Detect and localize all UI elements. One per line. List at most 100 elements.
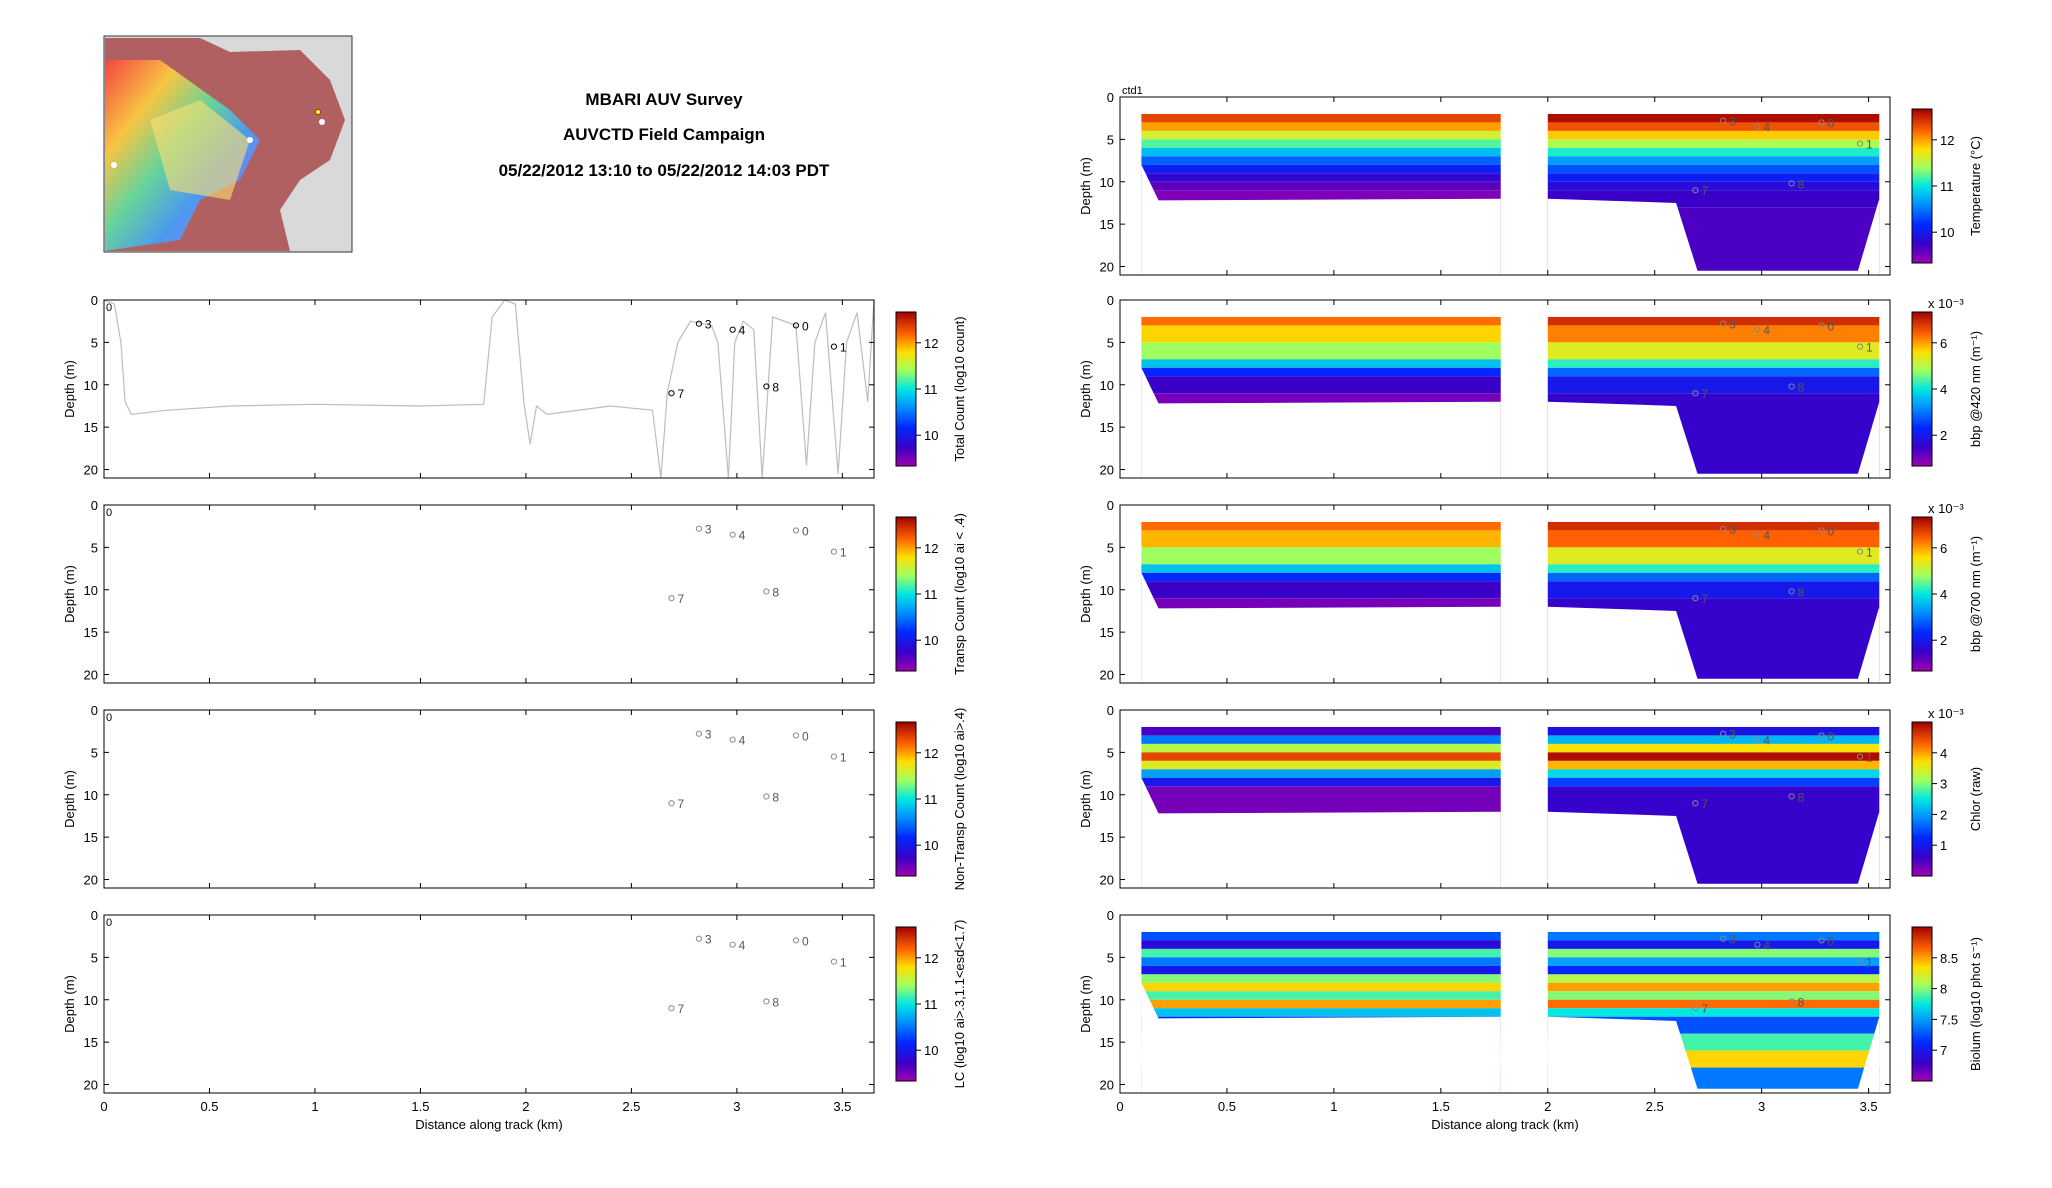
colorbar-tick-label: 6 (1940, 541, 1947, 556)
heatmap-cell (1141, 122, 1501, 131)
profile-marker (695, 320, 703, 327)
heatmap-cell (1547, 1008, 1880, 1017)
depth-tick-label: 15 (1100, 1035, 1114, 1050)
profile-marker-label: 8 (772, 995, 779, 1009)
depth-tick-label: 0 (1107, 908, 1114, 923)
colorbar-tick-label: 10 (924, 428, 938, 443)
colorbar (895, 516, 917, 672)
profile-marker (1818, 732, 1825, 739)
heatmap-cell (1547, 726, 1880, 736)
x-tick-label: 1.5 (411, 1099, 429, 1114)
profile-marker-label: 3 (1729, 523, 1736, 537)
heatmap-cell (1547, 974, 1880, 983)
colorbar-label: Chlor (raw) (1968, 767, 1983, 831)
heatmap-cell (1141, 521, 1501, 531)
heatmap-cell (1141, 342, 1501, 360)
profile-marker-label: 8 (772, 585, 779, 599)
depth-tick-label: 0 (91, 498, 98, 513)
heatmap-cell (1141, 572, 1501, 582)
profile-marker (1818, 119, 1825, 126)
profile-marker-label: 1 (1866, 546, 1873, 560)
heatmap-cell (1141, 376, 1501, 394)
depth-tick-label: 10 (84, 788, 98, 803)
profile-marker-label: 7 (1701, 592, 1708, 606)
depth-tick-label: 5 (1107, 950, 1114, 965)
heatmap-cell (1547, 940, 1880, 949)
profile-marker (1720, 935, 1727, 942)
colorbar-tick-label: 3 (1940, 777, 1947, 792)
colorbar (1911, 721, 1933, 877)
depth-tick-label: 15 (1100, 420, 1114, 435)
depth-tick-label: 0 (1107, 293, 1114, 308)
profile-marker-label: 8 (1798, 995, 1805, 1009)
heatmap-cell (1141, 173, 1501, 182)
profile-marker (1754, 326, 1761, 333)
colorbar-tick-label: 11 (924, 382, 938, 397)
auv-track-line (103, 299, 875, 479)
depth-tick-label: 15 (84, 1035, 98, 1050)
depth-tick-label: 10 (1100, 788, 1114, 803)
no-data-mask (1141, 572, 1501, 683)
colorbar-label: Transp Count (log10 ai < .4) (952, 513, 967, 675)
profile-marker-label: 3 (705, 318, 712, 332)
heatmap-cell (1141, 931, 1501, 941)
depth-tick-label: 20 (1100, 463, 1114, 478)
profile-marker (792, 937, 800, 944)
depth-tick-label: 0 (1107, 498, 1114, 513)
heatmap-cell (1141, 760, 1501, 770)
heatmap-cell (1547, 564, 1880, 573)
depth-tick-label: 10 (1100, 583, 1114, 598)
no-data-mask (1547, 1016, 1880, 1093)
depth-tick-label: 5 (1107, 335, 1114, 350)
profile-marker (1720, 730, 1727, 737)
profile-marker (1856, 343, 1864, 350)
plot-frame (103, 299, 875, 479)
no-data-mask (1141, 367, 1501, 478)
colorbar-label: LC (log10 ai>.3,1.1<esd<1.7) (952, 920, 967, 1089)
x-tick-label: 2 (1544, 1099, 1551, 1114)
depth-tick-label: 5 (1107, 745, 1114, 760)
plot-frame (1119, 504, 1891, 684)
heatmap-cell (1547, 122, 1880, 131)
heatmap-cell (1141, 743, 1501, 753)
profile-marker-label: 0 (802, 934, 809, 948)
profile-marker (695, 935, 703, 942)
profile-marker-label: 7 (677, 1002, 684, 1016)
colorbar-tick-label: 10 (924, 838, 938, 853)
heatmap-cell (1547, 530, 1880, 548)
heatmap-cell (1141, 325, 1501, 343)
depth-axis-label: Depth (m) (1078, 975, 1093, 1033)
no-data-mask (1547, 401, 1880, 478)
profile-marker-label: 3 (1729, 728, 1736, 742)
depth-tick-label: 5 (91, 335, 98, 350)
depth-axis-label: Depth (m) (62, 770, 77, 828)
heatmap-cell (1547, 164, 1880, 174)
profile-marker (668, 595, 675, 602)
profile-marker (1818, 322, 1825, 329)
profile-marker (830, 753, 838, 760)
panel-bbp-700: 0 5 10 15 20 Depth (m) 0 1 3 4 7 8 2 4 6 x 10⁻³ bbp @700… (1078, 498, 1983, 684)
colorbar-tick-label: 12 (924, 541, 938, 556)
profile-marker-label: 4 (1763, 324, 1770, 338)
x-tick-label: 1.5 (1432, 1099, 1450, 1114)
profile-marker (1788, 383, 1795, 390)
heatmap-cell (1547, 547, 1880, 565)
profile-marker-label: 4 (1763, 734, 1770, 748)
profile-marker-label: 3 (1729, 115, 1736, 129)
x-tick-label: 0.5 (200, 1099, 218, 1114)
profile-marker-label: 0 (1828, 524, 1835, 538)
depth-axis-label: Depth (m) (1078, 157, 1093, 215)
heatmap-cell (1141, 726, 1501, 736)
profile-marker (1856, 548, 1864, 555)
depth-tick-label: 20 (84, 668, 98, 683)
heatmap-cell (1141, 156, 1501, 165)
heatmap-cell (1547, 743, 1880, 753)
heatmap-cell (1141, 316, 1501, 326)
heatmap-cell (1141, 769, 1501, 778)
heatmap-cell (1547, 342, 1880, 360)
depth-tick-label: 20 (1100, 668, 1114, 683)
plot-frame (103, 504, 875, 684)
profile-marker-label: 0 (1828, 319, 1835, 333)
colorbar (1911, 108, 1933, 264)
depth-tick-label: 15 (1100, 217, 1114, 232)
